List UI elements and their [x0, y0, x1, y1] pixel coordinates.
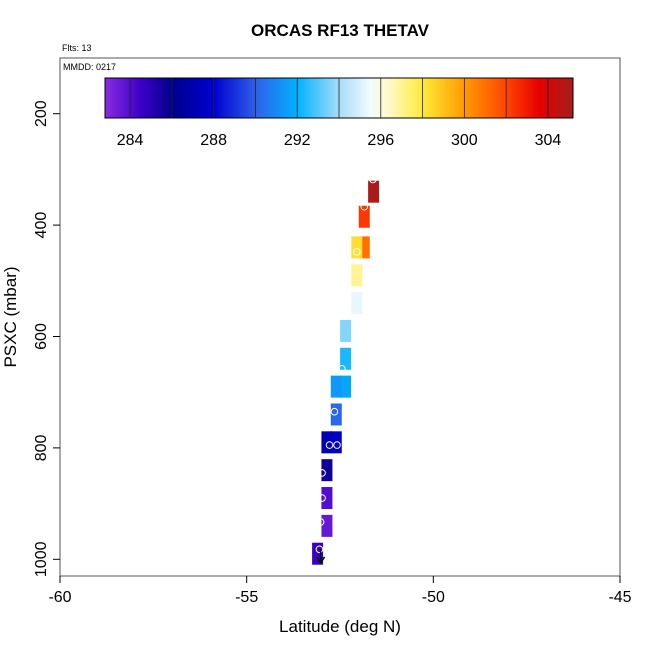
- colorbar-tick-label: 296: [367, 132, 394, 149]
- data-marker: [318, 469, 326, 477]
- data-marker: [316, 518, 325, 526]
- data-cell: [321, 459, 333, 482]
- x-axis: -60 -55 -50 -45: [48, 576, 632, 606]
- colorbar-tick-label: 304: [535, 132, 562, 149]
- data-markers: [315, 175, 377, 565]
- data-cell: [321, 514, 333, 537]
- colorbar-tick-label: 292: [284, 132, 311, 149]
- data-cell: [321, 487, 333, 510]
- date-label: MMDD: 0217: [63, 62, 116, 72]
- data-marker: [360, 202, 369, 211]
- colorbar-tick-label: 284: [117, 132, 144, 149]
- data-cell: [312, 542, 324, 565]
- data-cell: [351, 264, 363, 287]
- data-marker: [353, 248, 361, 256]
- plot-frame: [59, 57, 621, 577]
- data-cell: [358, 236, 370, 259]
- y-axis: 200 400 600 800 1000: [33, 100, 60, 577]
- data-cell: [340, 347, 352, 370]
- data-marker: [315, 545, 324, 554]
- data-cell: [351, 292, 363, 315]
- colorbar-ticks: 284 288 292 296 300 304: [117, 78, 562, 149]
- x-tick-label: -50: [422, 589, 445, 606]
- data-marker: [338, 365, 346, 373]
- data-cell: [351, 236, 363, 259]
- data-cell: [358, 205, 370, 228]
- flight-arrow-head: [315, 556, 326, 565]
- data-marker: [369, 175, 377, 184]
- data-marker: [330, 407, 339, 416]
- data-cells: [312, 180, 380, 565]
- flights-label: Flts: 13: [62, 43, 92, 53]
- colorbar-tick-label: 300: [451, 132, 478, 149]
- data-cell: [330, 375, 342, 398]
- x-axis-label: Latitude (deg N): [279, 617, 401, 636]
- data-cell: [321, 431, 333, 454]
- x-tick-label: -45: [608, 589, 631, 606]
- y-tick-label: 400: [33, 212, 50, 239]
- y-tick-label: 1000: [33, 541, 50, 577]
- y-axis-label: PSXC (mbar): [1, 266, 20, 367]
- data-marker: [318, 494, 326, 502]
- data-cell: [340, 375, 352, 398]
- x-tick-label: -55: [235, 589, 258, 606]
- x-tick-label: -60: [48, 589, 71, 606]
- chart-title: ORCAS RF13 THETAV: [251, 21, 430, 40]
- y-tick-label: 800: [33, 434, 50, 461]
- data-cell: [368, 180, 380, 203]
- y-tick-label: 600: [33, 323, 50, 350]
- data-cell: [340, 319, 352, 342]
- y-tick-label: 200: [33, 100, 50, 127]
- data-marker: [325, 441, 334, 449]
- colorbar-tick-label: 288: [200, 132, 227, 149]
- data-marker: [333, 441, 341, 449]
